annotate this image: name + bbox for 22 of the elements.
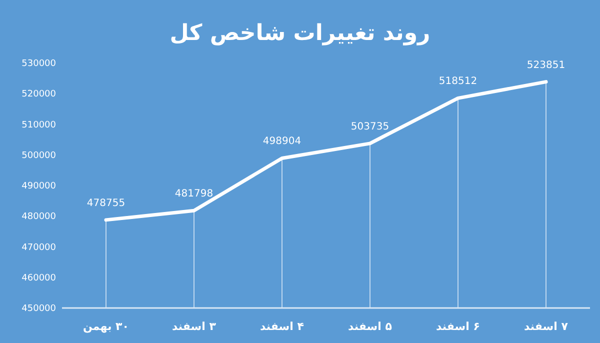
x-tick-label: ۳ اسفند xyxy=(172,320,216,333)
x-tick-label: ۶ اسفند xyxy=(436,320,480,333)
y-tick-label: 460000 xyxy=(22,273,56,284)
y-tick-label: 520000 xyxy=(22,90,56,100)
y-tick-label: 490000 xyxy=(22,182,56,192)
y-tick-label: 470000 xyxy=(22,242,56,253)
data-label: 518512 xyxy=(438,76,478,88)
y-tick-label: 510000 xyxy=(22,120,56,130)
data-label: 523851 xyxy=(526,60,566,71)
y-tick-label: 480000 xyxy=(22,212,56,222)
y-tick-label: 500000 xyxy=(22,150,56,161)
x-tick-label: ۵ اسفند xyxy=(348,320,392,333)
data-label: 503735 xyxy=(350,121,390,132)
x-tick-label: ۷ اسفند xyxy=(524,320,568,333)
chart-title: روند تغییرات شاخص کل xyxy=(170,21,430,46)
y-tick-label: 530000 xyxy=(22,59,56,69)
x-tick-label: ۳۰ بهمن xyxy=(83,320,129,333)
x-tick-label: ۴ اسفند xyxy=(260,320,304,333)
data-label: 481798 xyxy=(174,188,214,200)
data-label: 478755 xyxy=(86,198,126,209)
y-tick-label: 450000 xyxy=(22,304,56,314)
data-label: 498904 xyxy=(262,136,302,148)
